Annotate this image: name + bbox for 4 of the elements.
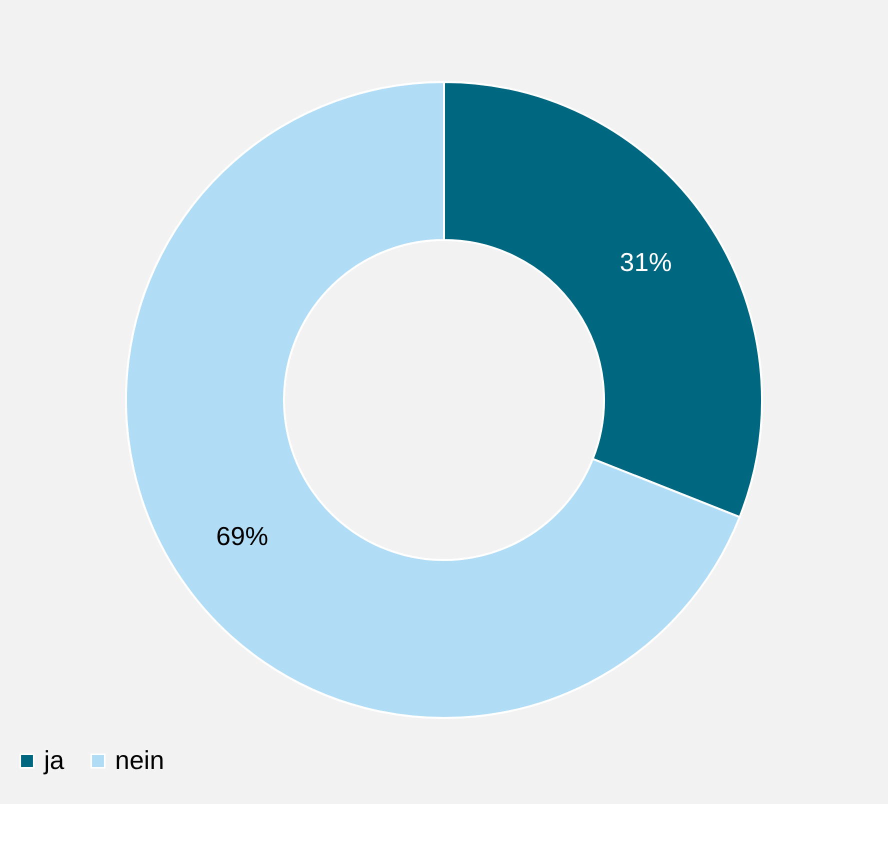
legend-label: nein [115, 745, 164, 775]
legend-label: ja [43, 745, 65, 775]
data-label: 31% [620, 246, 672, 277]
data-label: 69% [216, 521, 268, 552]
